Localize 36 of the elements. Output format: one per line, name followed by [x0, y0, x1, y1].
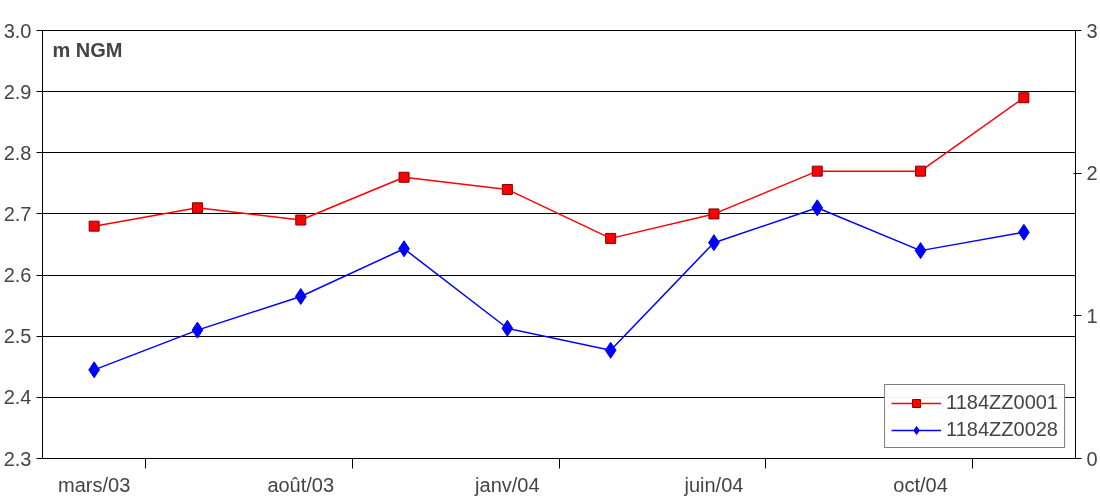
point	[604, 341, 617, 359]
point	[191, 202, 203, 214]
point	[295, 214, 307, 226]
y-tick-label: 2.7	[3, 202, 32, 225]
y2-tick-label: 0	[1086, 447, 1098, 470]
legend-label: 1184ZZ0028	[946, 418, 1058, 441]
point	[88, 220, 100, 232]
point	[191, 321, 204, 339]
x-tick-label: oct/04	[893, 473, 948, 496]
y-tick-label: 2.5	[3, 325, 32, 348]
point	[708, 208, 720, 220]
x-tick-label: juin/04	[683, 473, 744, 496]
point	[501, 319, 514, 337]
point	[915, 165, 927, 177]
point	[914, 242, 927, 260]
y-tick-label: 3.0	[3, 19, 32, 42]
x-tick-label: janv/04	[474, 473, 540, 496]
y2-tick-label: 3	[1086, 19, 1098, 42]
point	[1018, 92, 1030, 104]
point	[605, 232, 617, 244]
point	[501, 183, 513, 195]
x-tick-label: août/03	[267, 473, 335, 496]
y-tick-label: 2.4	[3, 386, 32, 409]
y2-tick-label: 1	[1086, 304, 1098, 327]
y2-tick-label: 2	[1086, 162, 1098, 185]
y-tick-label: 2.8	[3, 141, 32, 164]
legend-label: 1184ZZ0001	[946, 391, 1058, 414]
point	[811, 199, 824, 217]
point	[811, 165, 823, 177]
y-tick-label: 2.3	[3, 447, 32, 470]
y-tick-label: 2.6	[3, 264, 32, 287]
y-axis-title: m NGM	[52, 39, 123, 62]
y-tick-label: 2.9	[3, 80, 32, 103]
point	[398, 171, 410, 183]
x-tick-label: mars/03	[58, 473, 131, 496]
point	[294, 287, 307, 305]
